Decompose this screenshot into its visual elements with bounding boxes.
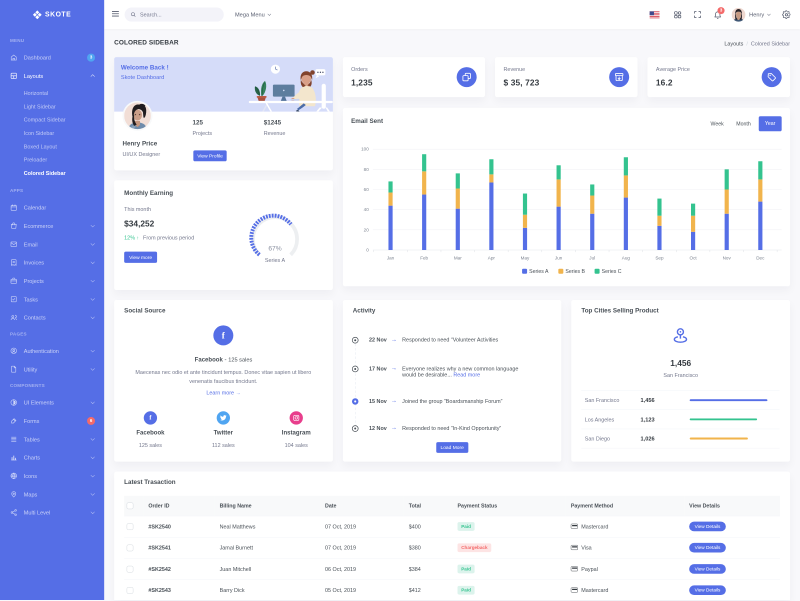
- svg-text:Mar: Mar: [454, 256, 462, 261]
- svg-text:Jan: Jan: [387, 256, 395, 261]
- svg-text:Nov: Nov: [722, 256, 731, 261]
- svg-text:Aug: Aug: [622, 256, 631, 261]
- svg-text:100: 100: [361, 147, 369, 152]
- svg-text:Apr: Apr: [488, 256, 496, 261]
- svg-text:40: 40: [364, 207, 370, 212]
- svg-text:Feb: Feb: [420, 256, 428, 261]
- svg-text:Series B: Series B: [565, 269, 585, 275]
- svg-text:May: May: [521, 256, 530, 261]
- svg-text:80: 80: [364, 167, 370, 172]
- svg-text:20: 20: [364, 227, 370, 232]
- svg-text:Jun: Jun: [555, 256, 563, 261]
- svg-text:0: 0: [366, 247, 369, 252]
- svg-text:Series A: Series A: [529, 269, 549, 275]
- svg-text:Dec: Dec: [756, 256, 765, 261]
- svg-text:Series C: Series C: [602, 269, 622, 275]
- svg-text:Sep: Sep: [655, 256, 664, 261]
- svg-text:Jul: Jul: [589, 256, 595, 261]
- svg-text:Oct: Oct: [689, 256, 697, 261]
- svg-text:60: 60: [364, 187, 370, 192]
